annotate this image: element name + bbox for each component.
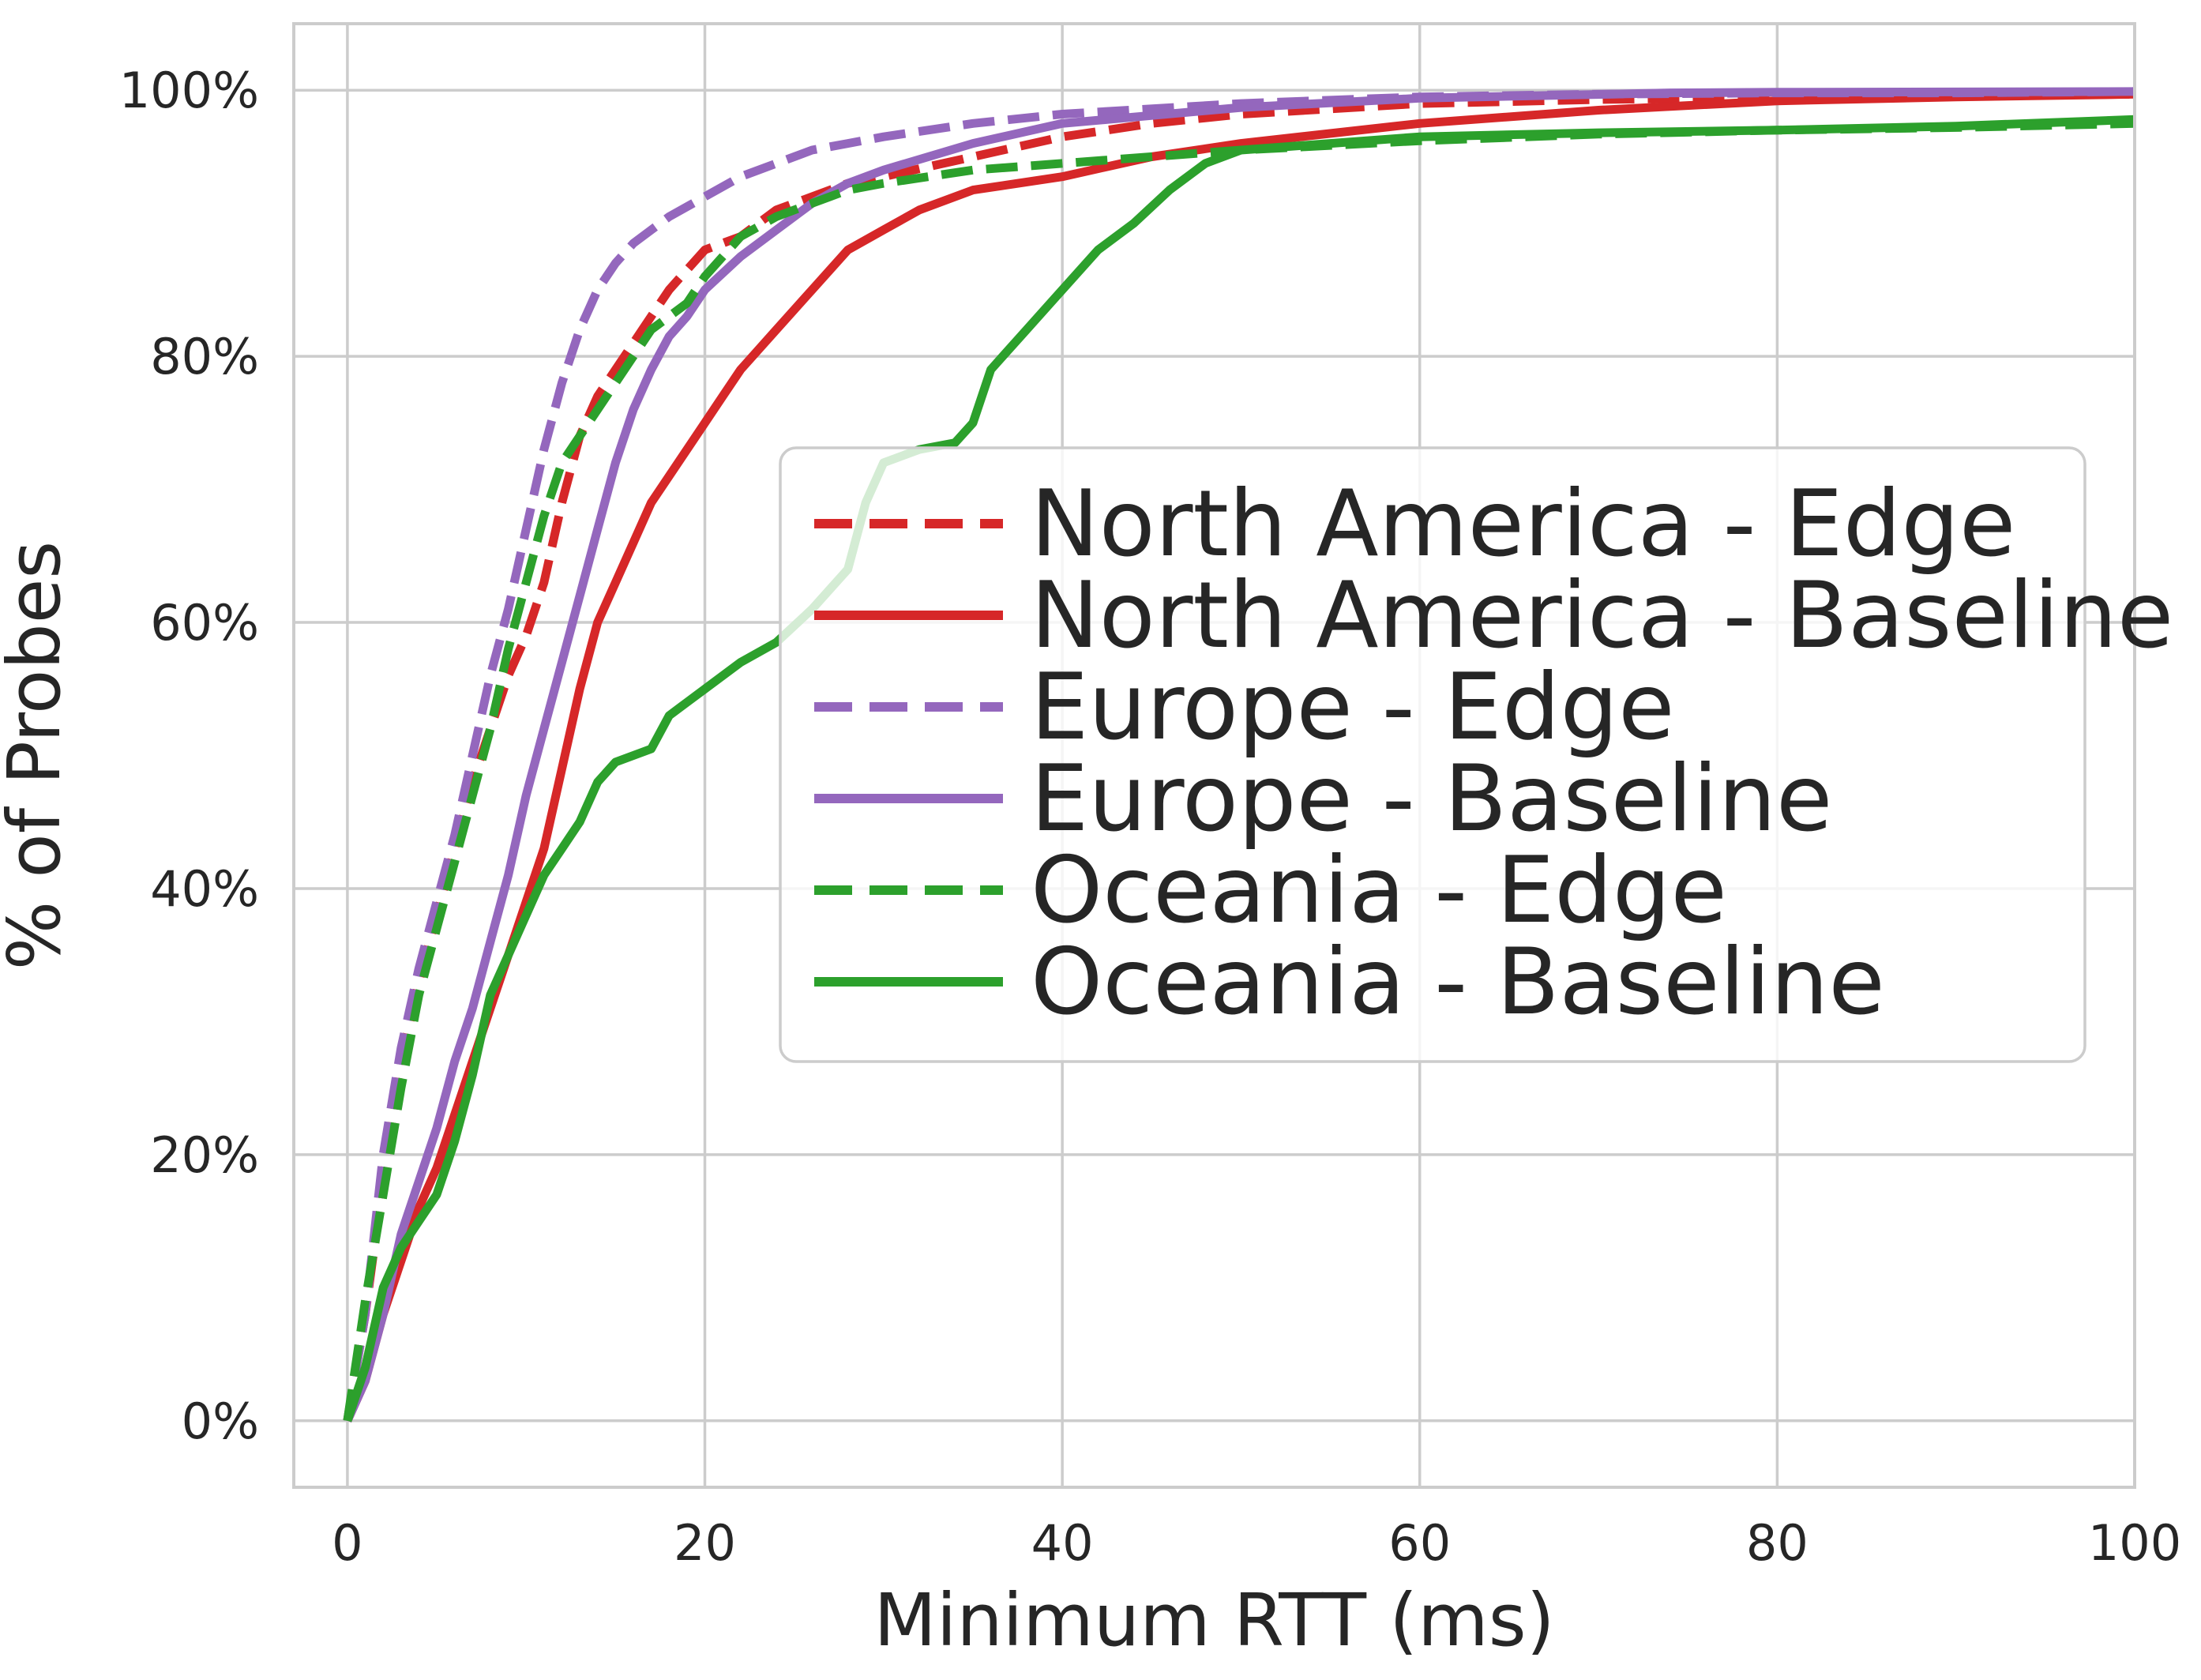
series-line-6 [343, 115, 2135, 1423]
legend-label: Europe - Edge [1031, 654, 1674, 761]
legend-label: Oceania - Baseline [1031, 929, 1885, 1035]
y-tick-labels: 0% 20% 40% 60% 80% 100% [119, 62, 259, 1450]
x-tick-labels: 0 20 40 60 80 100 [332, 1514, 2181, 1572]
legend-label: Europe - Baseline [1031, 746, 1832, 852]
series-line-3 [343, 87, 2135, 1422]
y-tick-label: 60% [150, 594, 259, 652]
x-tick-label: 0 [332, 1514, 362, 1572]
y-tick-label: 80% [150, 328, 259, 385]
y-tick-label: 40% [150, 860, 259, 918]
legend-label: North America - Edge [1031, 471, 2015, 577]
y-tick-label: 0% [182, 1392, 259, 1450]
x-tick-label: 20 [674, 1514, 736, 1572]
series-line-4 [343, 87, 2135, 1423]
series-lines [343, 87, 2135, 1423]
x-tick-label: 100 [2088, 1514, 2181, 1572]
x-tick-label: 40 [1031, 1514, 1094, 1572]
x-axis-title: Minimum RTT (ms) [873, 1578, 1554, 1663]
legend-label: North America - Baseline [1031, 562, 2173, 669]
legend-label: Oceania - Edge [1031, 837, 1727, 944]
x-tick-label: 60 [1388, 1514, 1451, 1572]
y-tick-label: 20% [150, 1126, 259, 1184]
y-tick-label: 100% [119, 62, 259, 119]
plot-frame [292, 22, 2136, 1489]
y-axis-title: % of Probes [0, 541, 77, 970]
series-line-5 [343, 118, 2135, 1422]
x-tick-label: 80 [1746, 1514, 1809, 1572]
legend-box [779, 446, 2086, 1063]
